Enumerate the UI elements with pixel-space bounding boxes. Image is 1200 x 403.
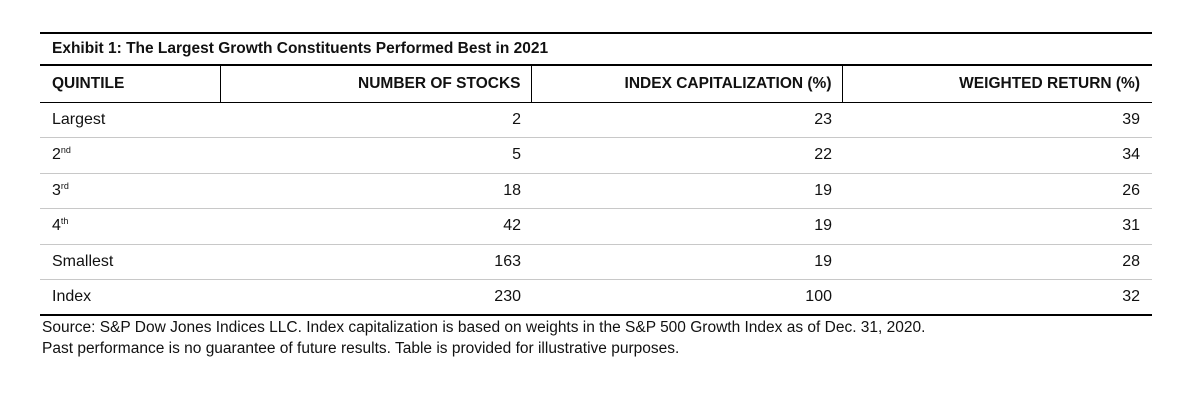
table-row: Largest 2 23 39: [40, 102, 1152, 138]
stocks-cell: 230: [220, 279, 531, 316]
table-row-index-total: Index 230 100 32: [40, 279, 1152, 316]
column-header-weighted-return: WEIGHTED RETURN (%): [842, 66, 1152, 103]
quintile-cell: 4th: [40, 208, 220, 245]
table-row: 4th 42 19 31: [40, 208, 1152, 245]
source-note: Source: S&P Dow Jones Indices LLC. Index…: [40, 317, 1152, 359]
stocks-cell: 163: [220, 244, 531, 280]
stocks-cell: 5: [220, 137, 531, 174]
cap-cell: 19: [531, 208, 842, 245]
column-header-index-capitalization: INDEX CAPITALIZATION (%): [531, 66, 843, 103]
quintile-cell: 3rd: [40, 173, 220, 209]
return-cell: 34: [842, 137, 1152, 174]
return-cell: 32: [842, 279, 1152, 316]
table-row: 2nd 5 22 34: [40, 137, 1152, 174]
return-cell: 26: [842, 173, 1152, 209]
source-line: Source: S&P Dow Jones Indices LLC. Index…: [42, 319, 926, 336]
exhibit-title: Exhibit 1: The Largest Growth Constituen…: [40, 32, 1152, 66]
quintile-cell: 2nd: [40, 137, 220, 174]
cap-cell: 23: [531, 102, 842, 138]
quintile-cell: Smallest: [40, 244, 220, 280]
header-row: QUINTILE NUMBER OF STOCKS INDEX CAPITALI…: [40, 66, 1152, 103]
return-cell: 31: [842, 208, 1152, 245]
disclaimer-line: Past performance is no guarantee of futu…: [42, 340, 680, 357]
stocks-cell: 2: [220, 102, 531, 138]
column-header-quintile: QUINTILE: [40, 66, 221, 103]
cap-cell: 100: [531, 279, 842, 316]
table-row: Smallest 163 19 28: [40, 244, 1152, 280]
quintile-cell: Largest: [40, 102, 220, 138]
table-row: 3rd 18 19 26: [40, 173, 1152, 209]
stocks-cell: 18: [220, 173, 531, 209]
return-cell: 28: [842, 244, 1152, 280]
exhibit: Exhibit 1: The Largest Growth Constituen…: [40, 32, 1152, 359]
cap-cell: 19: [531, 173, 842, 209]
cap-cell: 22: [531, 137, 842, 174]
return-cell: 39: [842, 102, 1152, 138]
column-header-number-of-stocks: NUMBER OF STOCKS: [220, 66, 532, 103]
stocks-cell: 42: [220, 208, 531, 245]
quintile-cell: Index: [40, 279, 220, 316]
data-table: QUINTILE NUMBER OF STOCKS INDEX CAPITALI…: [40, 66, 1152, 316]
cap-cell: 19: [531, 244, 842, 280]
